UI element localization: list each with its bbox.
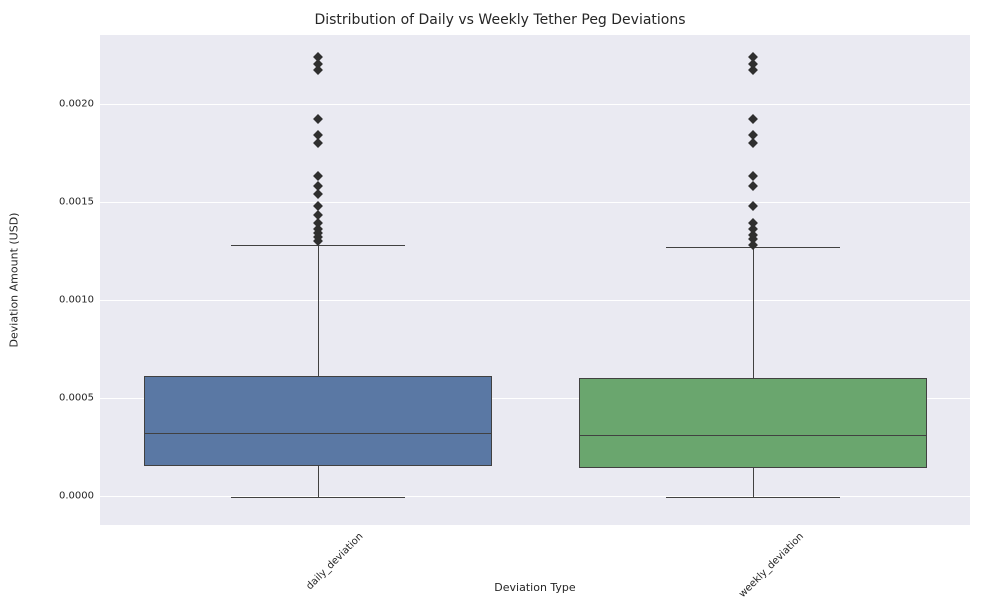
ytick-label: 0.0015 <box>59 196 94 207</box>
ytick-label: 0.0020 <box>59 98 94 109</box>
box <box>579 378 927 468</box>
outlier-marker <box>313 210 323 220</box>
gridline <box>100 300 970 301</box>
ytick-label: 0.0005 <box>59 392 94 403</box>
whisker-cap <box>231 497 405 498</box>
median-line <box>579 435 927 436</box>
outlier-marker <box>313 130 323 140</box>
ytick-label: 0.0000 <box>59 490 94 501</box>
outlier-marker <box>748 114 758 124</box>
y-axis-label: Deviation Amount (USD) <box>8 213 21 348</box>
outlier-marker <box>748 130 758 140</box>
axes <box>100 35 970 525</box>
whisker <box>318 466 319 496</box>
whisker <box>318 245 319 376</box>
gridline <box>100 202 970 203</box>
box <box>144 376 492 466</box>
whisker <box>753 468 754 496</box>
outlier-marker <box>313 52 323 62</box>
xtick-label: weekly_deviation <box>737 531 806 600</box>
outlier-marker <box>748 52 758 62</box>
whisker-cap <box>666 497 840 498</box>
x-axis-label: Deviation Type <box>494 581 575 594</box>
ytick-label: 0.0010 <box>59 294 94 305</box>
chart-title: Distribution of Daily vs Weekly Tether P… <box>0 12 1000 28</box>
outlier-marker <box>313 114 323 124</box>
outlier-marker <box>748 171 758 181</box>
gridline <box>100 104 970 105</box>
outlier-marker <box>313 181 323 191</box>
outlier-marker <box>748 181 758 191</box>
figure: Distribution of Daily vs Weekly Tether P… <box>0 0 1000 600</box>
outlier-marker <box>313 171 323 181</box>
whisker <box>753 247 754 378</box>
xtick-label: daily_deviation <box>304 531 365 592</box>
median-line <box>144 433 492 434</box>
